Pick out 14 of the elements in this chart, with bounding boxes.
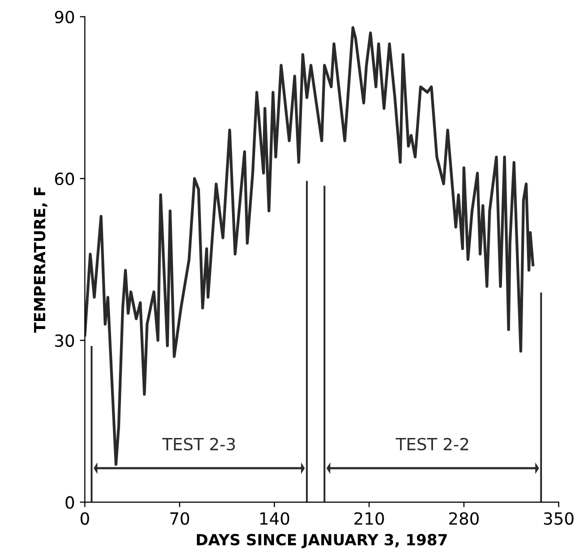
y-tick-label: 90 [54,10,74,24]
x-tick-label: 140 [260,512,290,525]
x-tick-label: 70 [170,512,190,525]
y-tick-label: 30 [55,334,74,347]
y-tick-label: 60 [55,172,74,186]
y-axis-title: TEMPERATURE, F [34,187,48,333]
x-tick-label: 210 [354,512,384,525]
y-tick-label: 0 [66,496,74,509]
x-tick-label: 280 [449,512,479,525]
x-tick-label: 350 [544,512,574,525]
annotation: TEST 2-3 [162,438,235,450]
annotation: TEST 2-2 [396,438,468,450]
x-axis-title: DAYS SINCE JANUARY 3, 1987 [196,534,447,548]
x-tick-label: 0 [80,512,90,525]
